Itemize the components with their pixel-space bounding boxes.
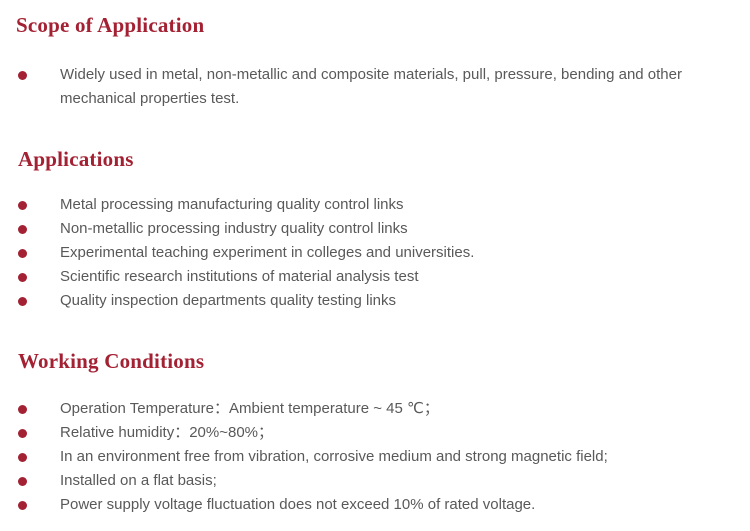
bullet-icon <box>18 501 27 510</box>
list-item: Experimental teaching experiment in coll… <box>0 241 750 265</box>
working-conditions-bullet-list: Operation Temperature：Ambient temperatur… <box>0 397 750 517</box>
bullet-icon <box>18 453 27 462</box>
list-item: Installed on a flat basis; <box>0 469 750 493</box>
bullet-icon <box>18 297 27 306</box>
list-item-text: Quality inspection departments quality t… <box>60 292 397 309</box>
list-item-text: Power supply voltage fluctuation does no… <box>60 496 536 513</box>
scope-bullet-list: Widely used in metal, non-metallic and c… <box>0 63 750 111</box>
list-item: Quality inspection departments quality t… <box>0 289 750 313</box>
list-item-text: Relative humidity：20%~80%； <box>60 424 274 441</box>
list-item-text: Experimental teaching experiment in coll… <box>60 244 475 261</box>
bullet-icon <box>18 225 27 234</box>
bullet-icon <box>18 477 27 486</box>
list-item-text: Operation Temperature：Ambient temperatur… <box>60 400 439 417</box>
bullet-icon <box>18 71 27 80</box>
list-item: Operation Temperature：Ambient temperatur… <box>0 397 750 421</box>
section-title-applications: Applications <box>18 147 134 171</box>
bullet-icon <box>18 201 27 210</box>
list-item-text: Widely used in metal, non-metallic and c… <box>60 66 682 107</box>
list-item-text: Non-metallic processing industry quality… <box>60 220 408 237</box>
section-title-working-conditions: Working Conditions <box>18 349 205 373</box>
list-item: Scientific research institutions of mate… <box>0 265 750 289</box>
list-item-text: In an environment free from vibration, c… <box>60 448 608 465</box>
document-page: Scope of Application Widely used in meta… <box>0 13 750 531</box>
list-item-text: Installed on a flat basis; <box>60 472 217 489</box>
bullet-icon <box>18 249 27 258</box>
bullet-icon <box>18 405 27 414</box>
section-title-scope-of-application: Scope of Application <box>16 13 205 37</box>
list-item: Metal processing manufacturing quality c… <box>0 193 750 217</box>
bullet-icon <box>18 273 27 282</box>
list-item: In an environment free from vibration, c… <box>0 445 750 469</box>
list-item-text: Metal processing manufacturing quality c… <box>60 196 404 213</box>
applications-bullet-list: Metal processing manufacturing quality c… <box>0 193 750 313</box>
list-item: Widely used in metal, non-metallic and c… <box>0 63 750 111</box>
bullet-icon <box>18 429 27 438</box>
list-item: Relative humidity：20%~80%； <box>0 421 750 445</box>
list-item-text: Scientific research institutions of mate… <box>60 268 419 285</box>
list-item: Non-metallic processing industry quality… <box>0 217 750 241</box>
list-item: Power supply voltage fluctuation does no… <box>0 493 750 517</box>
